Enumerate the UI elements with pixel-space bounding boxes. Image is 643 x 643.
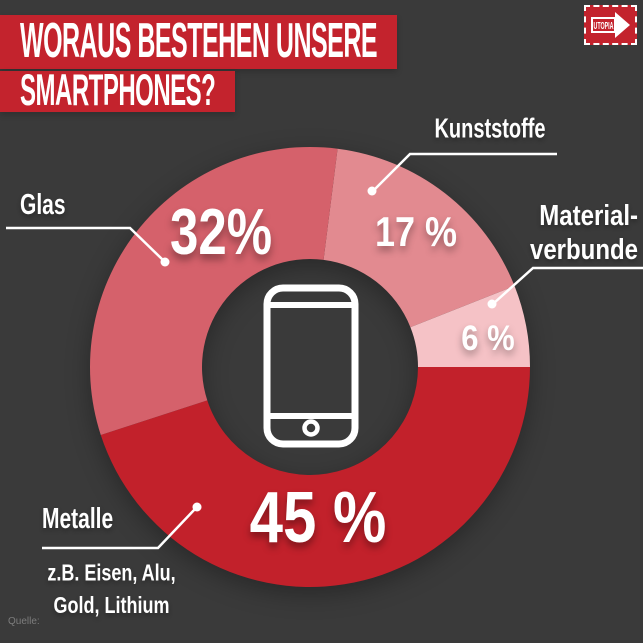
utopia-logo-stamp: UTOPIA [584, 5, 637, 45]
page-title-line1: WORAUS BESTEHEN UNSERE [20, 13, 378, 69]
page-title-line2: SMARTPHONES? [20, 65, 216, 116]
glas-percent-label: 32% [169, 195, 273, 269]
metalle-examples-label: z.B. Eisen, Alu, Gold, Lithium [47, 559, 176, 619]
materialverbunde-label: Material- verbunde [529, 200, 638, 266]
metalle-percent-label: 45 % [249, 477, 387, 558]
kunststoffe-label: Kunststoffe [434, 113, 546, 145]
smartphone-icon [263, 284, 359, 448]
source-label: Quelle: [8, 616, 40, 627]
donut-segment-glas [90, 146, 338, 435]
metalle-label: Metalle [42, 503, 114, 535]
metalle-leader-dot [192, 502, 202, 512]
materialverbunde-percent-label: 6 % [461, 317, 515, 359]
utopia-arrow-icon: UTOPIA [591, 12, 630, 38]
arrow-head [615, 12, 630, 38]
materialverbunde-leader-line [493, 266, 643, 304]
kunststoffe-percent-label: 17 % [374, 207, 458, 255]
glas-label: Glas [20, 189, 66, 221]
glas-leader-line [6, 226, 165, 262]
leader-lines [6, 152, 643, 550]
kunststoffe-leader-line [373, 152, 557, 191]
title-banner-line2: SMARTPHONES? [0, 65, 236, 116]
metalle-leader-line [42, 508, 196, 550]
materialverbunde-leader-dot [487, 299, 497, 309]
donut-segment-materialverbunde [410, 286, 530, 367]
donut-segment-metalle [100, 367, 530, 587]
glas-leader-dot [160, 257, 170, 267]
kunststoffe-leader-dot [367, 186, 377, 196]
utopia-logo-text: UTOPIA [594, 21, 614, 32]
title-banner-line1: WORAUS BESTEHEN UNSERE [0, 13, 398, 69]
